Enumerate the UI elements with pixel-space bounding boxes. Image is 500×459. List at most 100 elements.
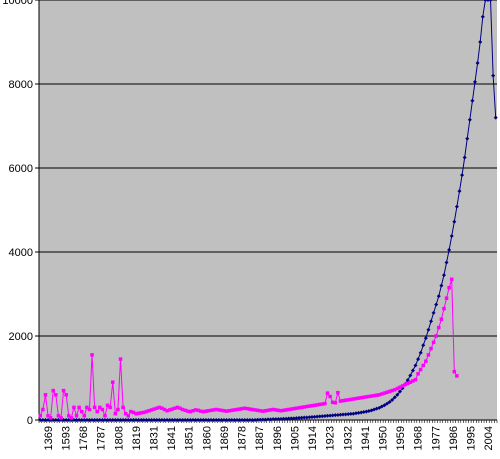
series-2-point (134, 411, 138, 416)
series-1-point (126, 418, 131, 422)
series-2-point (72, 405, 76, 410)
x-tick-label: 1914 (307, 426, 319, 450)
series-1-point (436, 294, 441, 299)
series-2-point (250, 407, 255, 412)
x-tick-label: 1932 (342, 426, 354, 450)
series-1-point (74, 418, 79, 422)
series-2-point (206, 409, 211, 413)
series-1-point (418, 350, 423, 355)
series-2-point (338, 399, 343, 403)
series-2-point (214, 407, 218, 412)
series-1-point (141, 418, 146, 422)
series-1-point (268, 417, 273, 422)
series-1-point (325, 413, 330, 418)
series-1-point (447, 247, 452, 252)
series-1-point (260, 417, 265, 422)
series-2-point (61, 388, 66, 393)
series-2-point (77, 405, 81, 410)
series-1-point (40, 418, 45, 422)
series-1-point (229, 418, 234, 422)
series-1-point (185, 418, 190, 422)
series-1-point (180, 418, 185, 422)
series-2-point (95, 409, 99, 414)
series-1-point (222, 418, 227, 422)
series-2-point (398, 385, 402, 389)
series-1-point (178, 418, 183, 422)
series-1-point (118, 418, 123, 422)
series-2-point (431, 340, 436, 345)
series-1-point (281, 416, 286, 421)
series-2-point (261, 409, 265, 413)
series-2-point (276, 408, 281, 413)
series-1-point (224, 418, 229, 422)
series-2-point (196, 408, 200, 413)
series-2-point (289, 407, 294, 411)
series-2-point (240, 406, 244, 411)
series-2-point (186, 409, 190, 413)
series-2-point (253, 408, 257, 412)
series-2-point (426, 353, 431, 357)
series-2-point (38, 414, 43, 418)
series-2-point (147, 409, 151, 413)
series-2-point (222, 409, 226, 413)
series-2-point (235, 407, 239, 412)
series-2-point (390, 388, 394, 393)
series-2-point (211, 408, 216, 412)
series-1-point (64, 418, 69, 422)
series-2-point (367, 394, 371, 399)
series-2-point (90, 353, 94, 357)
series-1-point (237, 418, 242, 422)
series-1-point (263, 417, 268, 422)
series-1-point (309, 415, 314, 420)
series-2-point (255, 408, 260, 413)
series-1-point (338, 412, 343, 417)
series-2-point (100, 407, 105, 412)
series-2-point (449, 277, 454, 282)
series-2-point (198, 409, 203, 413)
series-2-point (294, 406, 299, 410)
series-1-point (410, 368, 415, 373)
series-2-point (408, 380, 413, 384)
series-1-point (382, 403, 387, 408)
x-tick-label: 1968 (413, 426, 425, 450)
series-2-point (292, 406, 296, 411)
series-1-point (429, 319, 434, 324)
series-2-point (245, 406, 250, 411)
series-1-point (115, 418, 120, 422)
x-tick-label: 1986 (448, 426, 460, 450)
series-2-point (318, 402, 322, 407)
series-1-point (467, 117, 472, 122)
series-2-point (281, 408, 286, 413)
series-1-point (193, 418, 198, 422)
series-1-point (390, 397, 395, 402)
series-2-point (411, 379, 415, 383)
series-1-point (278, 416, 283, 421)
series-1-point (232, 418, 237, 422)
series-1-point (152, 418, 157, 422)
series-2-point (447, 285, 451, 290)
series-2-point (439, 317, 444, 321)
series-2-point (69, 416, 74, 420)
series-2-point (232, 408, 237, 412)
series-1-point (408, 373, 413, 378)
series-1-point (335, 412, 340, 417)
series-1-point (227, 418, 232, 422)
x-tick-label: 1860 (201, 426, 213, 450)
series-2-point (209, 408, 213, 413)
series-2-point (405, 381, 410, 386)
series-1-point (444, 260, 449, 265)
series-1-point (214, 418, 219, 422)
series-2-point (421, 363, 426, 368)
series-1-point (149, 418, 154, 422)
y-tick-label: 10000 (2, 0, 33, 7)
series-1-point (294, 416, 299, 421)
series-2-point (330, 400, 335, 405)
series-2-point (154, 406, 159, 410)
series-1-point (473, 79, 478, 84)
series-1-point (188, 418, 193, 422)
series-2-point (142, 410, 146, 415)
series-1-point (315, 414, 320, 419)
series-2-point (173, 406, 177, 410)
series-2-point (67, 414, 71, 418)
series-1-point (258, 417, 263, 422)
